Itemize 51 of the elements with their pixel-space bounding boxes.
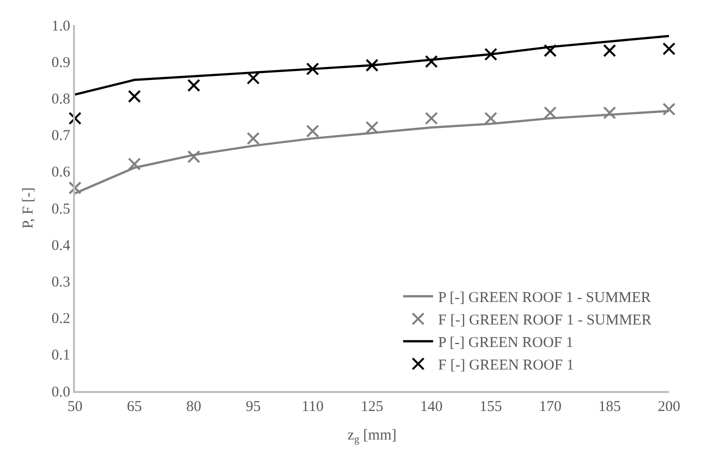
legend-label: F [-] GREEN ROOF 1 — [438, 358, 574, 374]
point — [68, 181, 82, 194]
legend-label: P [-] GREEN ROOF 1 — [438, 335, 574, 352]
legend-label: P [-] GREEN ROOF 1 - SUMMER — [438, 290, 651, 306]
y-tick-label: 1.0 — [52, 18, 70, 34]
point — [187, 78, 200, 92]
point — [366, 120, 378, 134]
y-tick-label: 0.9 — [52, 54, 70, 71]
y-tick-label: 0.7 — [52, 128, 71, 144]
point — [484, 48, 498, 61]
x-tick-label: 170 — [538, 398, 562, 415]
point — [246, 132, 260, 145]
point — [424, 55, 438, 68]
x-axis-title: z$_{g}$ [mm] — [348, 427, 396, 446]
y-tick-label: 0.0 — [52, 384, 70, 400]
x-tick-label: 140 — [420, 398, 443, 415]
y-tick-label: 0.8 — [52, 91, 70, 108]
point — [484, 112, 498, 125]
point — [603, 44, 616, 58]
point — [544, 44, 557, 58]
point — [68, 112, 82, 125]
x-tick-label: 95 — [246, 398, 261, 415]
point — [187, 150, 200, 164]
y-tick-label: 0.2 — [52, 311, 70, 328]
point — [366, 58, 378, 72]
x-tick-label: 155 — [480, 398, 502, 415]
line-series — [75, 34, 669, 96]
y-tick-label: 0.1 — [52, 348, 70, 364]
y-tick-label: 0.4 — [52, 238, 71, 254]
point — [246, 72, 260, 85]
x-tick-label: 65 — [126, 398, 142, 415]
y-axis-title: P, F [-] — [20, 187, 36, 229]
x-tick-label: 125 — [360, 398, 384, 415]
point — [424, 112, 438, 125]
point — [544, 106, 557, 120]
x-tick-label: 200 — [658, 398, 680, 415]
point — [128, 90, 141, 103]
point — [662, 42, 676, 56]
y-tick-label: 0.6 — [52, 164, 71, 181]
point — [128, 158, 141, 171]
point — [306, 62, 320, 76]
point — [603, 106, 616, 120]
y-tick-label: 0.5 — [52, 201, 70, 218]
x-tick-label: 50 — [68, 398, 82, 415]
x-tick-label: 80 — [186, 398, 202, 415]
legend-label: F [-] GREEN ROOF 1 - SUMMER — [438, 312, 652, 329]
y-tick-label: 0.3 — [52, 274, 70, 290]
x-tick-label: 110 — [302, 398, 324, 415]
x-tick-label: 185 — [598, 398, 621, 415]
point — [306, 124, 320, 138]
point — [662, 102, 676, 116]
